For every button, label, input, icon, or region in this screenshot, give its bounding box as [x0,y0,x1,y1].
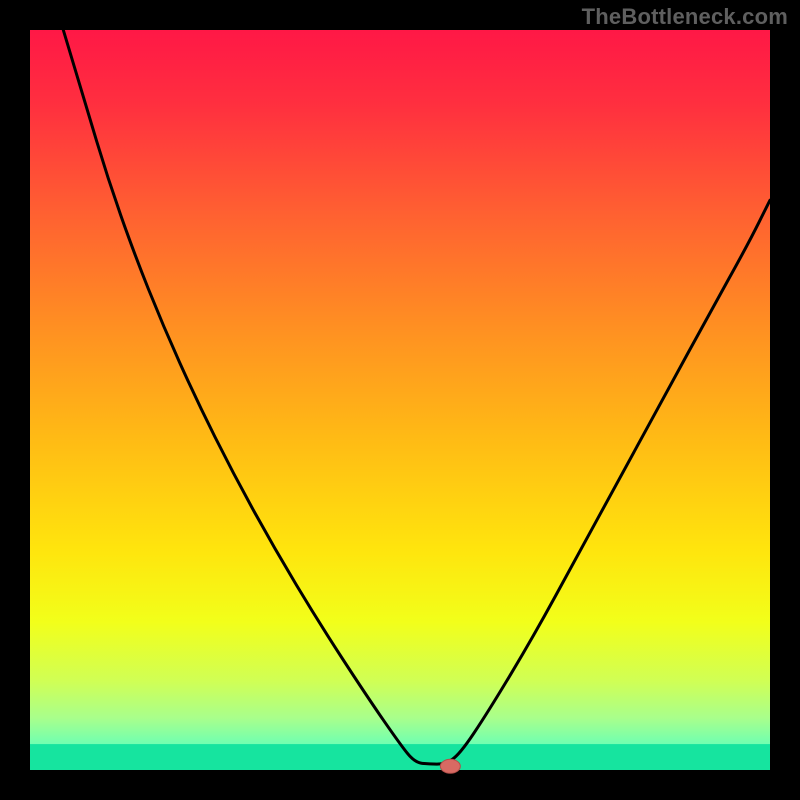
bottleneck-chart [0,0,800,800]
watermark-text: TheBottleneck.com [582,4,788,30]
sweet-spot-marker [440,759,460,773]
chart-frame: TheBottleneck.com [0,0,800,800]
gradient-background [30,30,770,770]
trough-band [30,744,770,770]
